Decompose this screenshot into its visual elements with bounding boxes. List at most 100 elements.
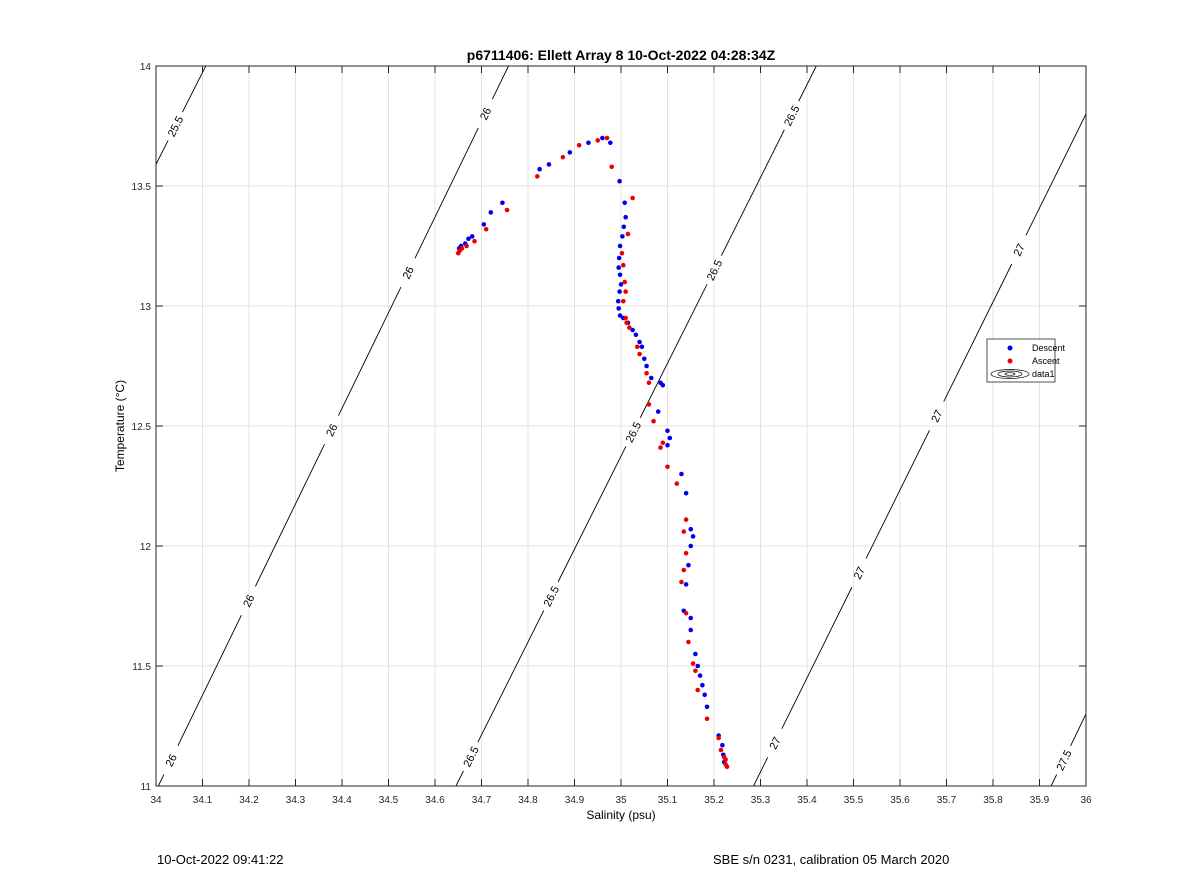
descent-point bbox=[688, 543, 694, 549]
ascent-point bbox=[681, 529, 687, 534]
descent-point bbox=[466, 236, 471, 242]
descent-point bbox=[616, 306, 621, 311]
ascent-point bbox=[459, 246, 465, 251]
chart-title: p6711406: Ellett Array 8 10-Oct-2022 04:… bbox=[467, 47, 776, 63]
density-contour-line bbox=[157, 774, 165, 786]
x-tick-label: 34 bbox=[150, 795, 162, 806]
x-tick-label: 34.1 bbox=[193, 795, 213, 806]
x-axis-label: Salinity (psu) bbox=[586, 808, 655, 822]
y-tick-label: 11.5 bbox=[132, 662, 151, 673]
density-contour-label: 27 bbox=[768, 735, 784, 751]
x-tick-label: 35.4 bbox=[797, 795, 817, 806]
x-tick-label: 34.6 bbox=[425, 795, 445, 806]
y-tick-label: 12.5 bbox=[132, 422, 152, 433]
descent-point bbox=[620, 234, 625, 239]
ascent-point bbox=[704, 716, 710, 722]
legend-ascent-marker bbox=[1007, 358, 1013, 364]
ascent-point bbox=[623, 289, 628, 294]
ascent-point bbox=[683, 517, 689, 522]
descent-point bbox=[690, 534, 696, 539]
descent-point bbox=[665, 442, 670, 448]
x-tick-label: 35.5 bbox=[844, 795, 864, 806]
ascent-point bbox=[634, 344, 640, 350]
descent-point bbox=[667, 435, 673, 441]
data-points bbox=[455, 135, 730, 770]
descent-point bbox=[567, 150, 573, 155]
density-contour-label: 27 bbox=[852, 565, 868, 581]
descent-point bbox=[648, 375, 654, 381]
descent-point bbox=[693, 651, 698, 657]
ascent-point bbox=[693, 668, 698, 674]
ascent-point bbox=[665, 464, 670, 470]
ascent-point bbox=[624, 320, 629, 326]
legend: Descent Ascent data1 bbox=[986, 338, 1066, 383]
x-tick-label: 35.2 bbox=[704, 795, 724, 806]
ascent-point bbox=[723, 757, 728, 762]
descent-point bbox=[688, 627, 694, 633]
descent-point bbox=[615, 298, 621, 304]
legend-descent-label: Descent bbox=[1032, 343, 1066, 353]
y-tick-label: 14 bbox=[140, 62, 152, 73]
descent-point bbox=[639, 344, 645, 350]
density-contour-line bbox=[639, 284, 708, 418]
descent-point bbox=[683, 490, 689, 496]
ascent-point bbox=[535, 174, 540, 179]
descent-point bbox=[630, 327, 635, 333]
ascent-point bbox=[621, 298, 626, 304]
density-contour-line bbox=[753, 757, 769, 786]
descent-point bbox=[500, 200, 505, 206]
density-contour-line bbox=[156, 140, 169, 165]
legend-descent-marker bbox=[1007, 345, 1013, 351]
descent-point bbox=[660, 382, 666, 388]
descent-point bbox=[679, 471, 684, 477]
descent-point bbox=[622, 200, 628, 206]
ascent-point bbox=[637, 351, 642, 357]
x-tick-label: 34.3 bbox=[286, 795, 306, 806]
density-contour-line bbox=[720, 129, 785, 256]
density-contour-label: 27 bbox=[929, 408, 945, 424]
descent-point bbox=[686, 562, 691, 568]
footer-calibration: SBE s/n 0231, calibration 05 March 2020 bbox=[713, 852, 950, 867]
descent-point bbox=[697, 673, 703, 678]
ascent-point bbox=[609, 164, 614, 170]
density-contour-label: 26 bbox=[241, 593, 257, 609]
density-contour-line bbox=[477, 610, 545, 743]
y-tick-label: 12 bbox=[140, 542, 152, 553]
ascent-point bbox=[716, 735, 721, 741]
ascent-point bbox=[718, 747, 724, 753]
density-contour-line bbox=[1070, 713, 1086, 746]
descent-point bbox=[608, 140, 613, 146]
x-tick-label: 35.6 bbox=[890, 795, 910, 806]
descent-point bbox=[617, 272, 623, 278]
ascent-point bbox=[627, 325, 632, 330]
x-tick-label: 35.8 bbox=[983, 795, 1003, 806]
density-contour-line bbox=[414, 127, 479, 259]
x-tick-label: 34.7 bbox=[472, 795, 492, 806]
density-contour-label: 26 bbox=[478, 106, 494, 122]
descent-point bbox=[546, 162, 552, 167]
y-tick-label: 13 bbox=[140, 302, 152, 313]
ascent-point bbox=[621, 262, 626, 268]
density-contour-line bbox=[338, 286, 402, 416]
density-contour-line bbox=[943, 263, 1013, 402]
descent-point bbox=[644, 363, 649, 369]
descent-point bbox=[488, 210, 494, 215]
density-contour-label: 27 bbox=[1012, 242, 1028, 258]
ascent-point bbox=[644, 370, 649, 376]
ascent-point bbox=[686, 639, 691, 645]
descent-point bbox=[600, 135, 605, 141]
density-contour-line bbox=[557, 446, 627, 583]
descent-point bbox=[617, 289, 622, 294]
ascent-point bbox=[560, 154, 566, 160]
density-contour-line bbox=[781, 587, 853, 729]
ascent-point bbox=[674, 481, 680, 486]
ascent-point bbox=[472, 238, 477, 244]
descent-point bbox=[621, 224, 627, 230]
ascent-point bbox=[679, 579, 684, 585]
ascent-point bbox=[695, 687, 701, 693]
ascent-point bbox=[646, 380, 652, 386]
descent-point bbox=[586, 140, 591, 146]
density-contour-line bbox=[182, 66, 207, 113]
x-tick-label: 34.4 bbox=[332, 795, 352, 806]
